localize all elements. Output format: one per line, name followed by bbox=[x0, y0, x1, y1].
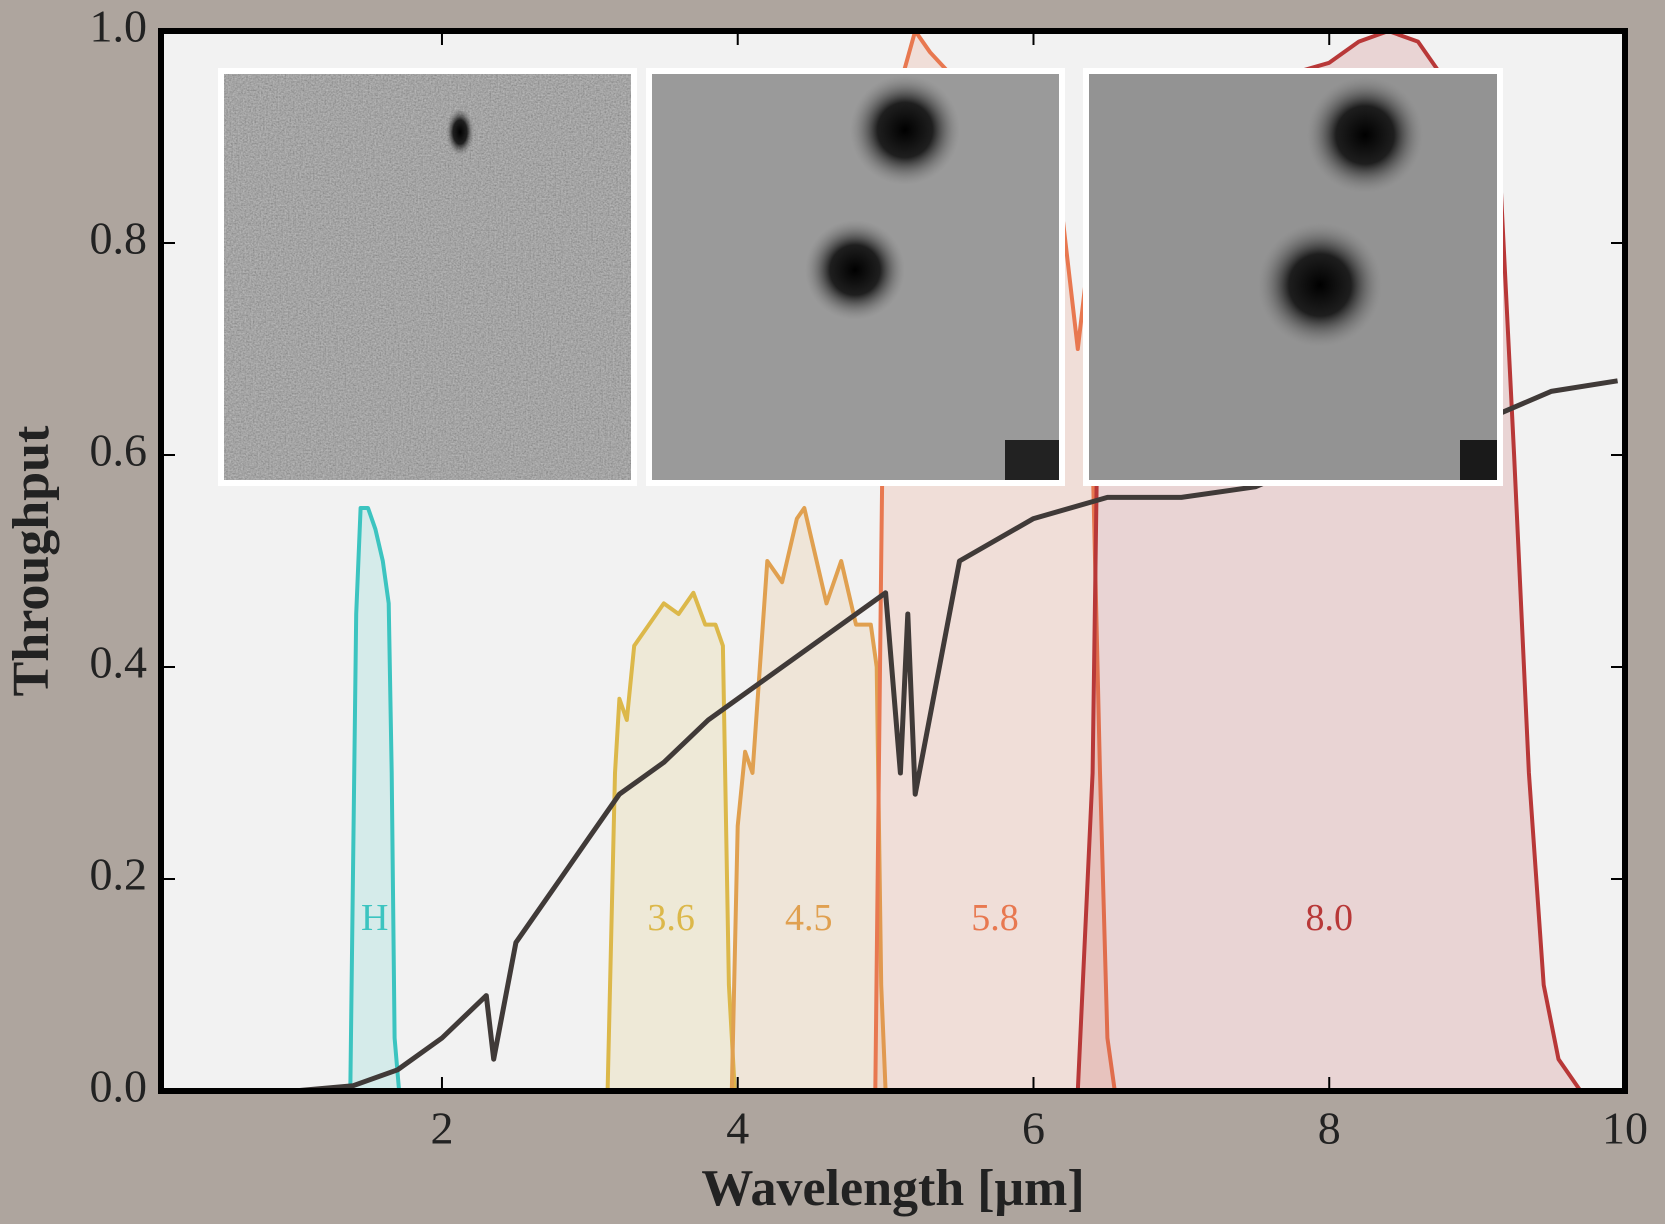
insets bbox=[218, 68, 1503, 486]
y-tick-label: 0.8 bbox=[90, 213, 148, 264]
inset-source bbox=[805, 220, 905, 320]
inset-frame bbox=[1083, 68, 1503, 486]
y-tick-label: 0.0 bbox=[90, 1061, 148, 1112]
band-label: 8.0 bbox=[1305, 897, 1353, 939]
x-axis-label: Wavelength [μm] bbox=[701, 1160, 1084, 1217]
band-label: H bbox=[361, 897, 388, 939]
x-tick-label: 4 bbox=[726, 1103, 749, 1154]
inset-source bbox=[1460, 440, 1498, 480]
y-axis-label: Throughput bbox=[3, 425, 60, 696]
inset-source bbox=[1005, 440, 1060, 481]
y-tick-label: 0.6 bbox=[90, 425, 148, 476]
band-fill bbox=[607, 592, 735, 1091]
y-tick-label: 0.2 bbox=[90, 849, 148, 900]
x-tick-label: 2 bbox=[430, 1103, 453, 1154]
x-tick-label: 6 bbox=[1022, 1103, 1045, 1154]
inset-source bbox=[446, 108, 474, 156]
x-tick-label: 8 bbox=[1318, 1103, 1341, 1154]
inset-source bbox=[850, 75, 960, 185]
filter-curve bbox=[605, 590, 737, 1091]
band-label: 5.8 bbox=[971, 897, 1019, 939]
y-tick-label: 0.4 bbox=[90, 637, 148, 688]
filter-curve bbox=[348, 506, 402, 1091]
inset-source bbox=[1307, 77, 1423, 193]
band-label: 4.5 bbox=[785, 897, 833, 939]
band-label: 3.6 bbox=[647, 897, 695, 939]
plot-frame bbox=[158, 28, 1628, 1094]
x-tick-label: 10 bbox=[1602, 1103, 1648, 1154]
filter-curve bbox=[729, 506, 888, 1091]
inset-noise bbox=[221, 71, 634, 483]
inset-source bbox=[1258, 223, 1382, 347]
y-tick-label: 1.0 bbox=[90, 1, 148, 52]
band-fill bbox=[350, 508, 400, 1091]
inset-frame bbox=[646, 68, 1065, 486]
band-fill bbox=[731, 508, 886, 1091]
inset-frame bbox=[218, 68, 637, 486]
